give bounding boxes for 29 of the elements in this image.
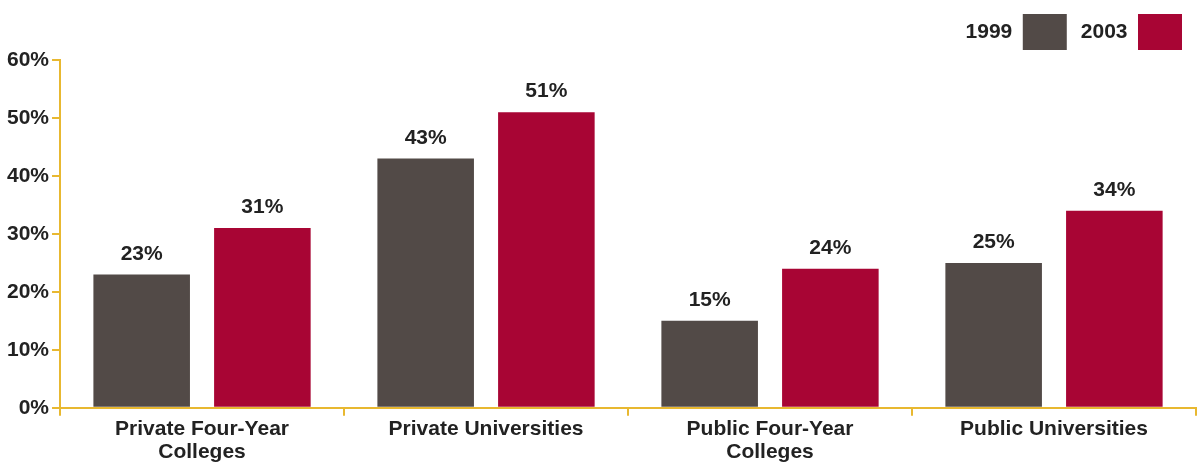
y-tick-label: 30% <box>7 220 50 244</box>
bar <box>782 268 879 407</box>
data-label: 51% <box>525 78 568 102</box>
data-label: 43% <box>404 124 448 148</box>
y-tick-label: 60% <box>7 46 50 70</box>
x-tick-label: Private Four-Year Colleges <box>115 416 289 463</box>
y-tick-label: 20% <box>7 278 50 302</box>
bar <box>661 320 758 407</box>
bar <box>377 158 474 407</box>
y-tick-label: 40% <box>7 162 50 186</box>
y-tick-label: 50% <box>7 104 50 128</box>
data-label: 23% <box>120 240 164 264</box>
bar <box>945 262 1042 407</box>
data-label: 34% <box>1093 177 1136 201</box>
y-tick-label: 0% <box>18 394 50 418</box>
bar <box>498 112 595 407</box>
x-tick-label: Public Four-Year Colleges <box>686 416 854 463</box>
bar <box>93 274 190 407</box>
data-label: 25% <box>972 229 1015 253</box>
data-label: 24% <box>809 234 852 258</box>
x-tick-label: Public Universities <box>960 416 1148 440</box>
data-label: 15% <box>688 287 732 311</box>
bar <box>1066 210 1163 407</box>
legend-label: 1999 <box>965 18 1013 42</box>
y-tick-label: 10% <box>7 336 50 360</box>
x-tick-label: Private Universities <box>388 416 584 440</box>
bar <box>214 228 311 407</box>
legend-label: 2003 <box>1080 18 1128 42</box>
data-label: 31% <box>241 194 284 218</box>
